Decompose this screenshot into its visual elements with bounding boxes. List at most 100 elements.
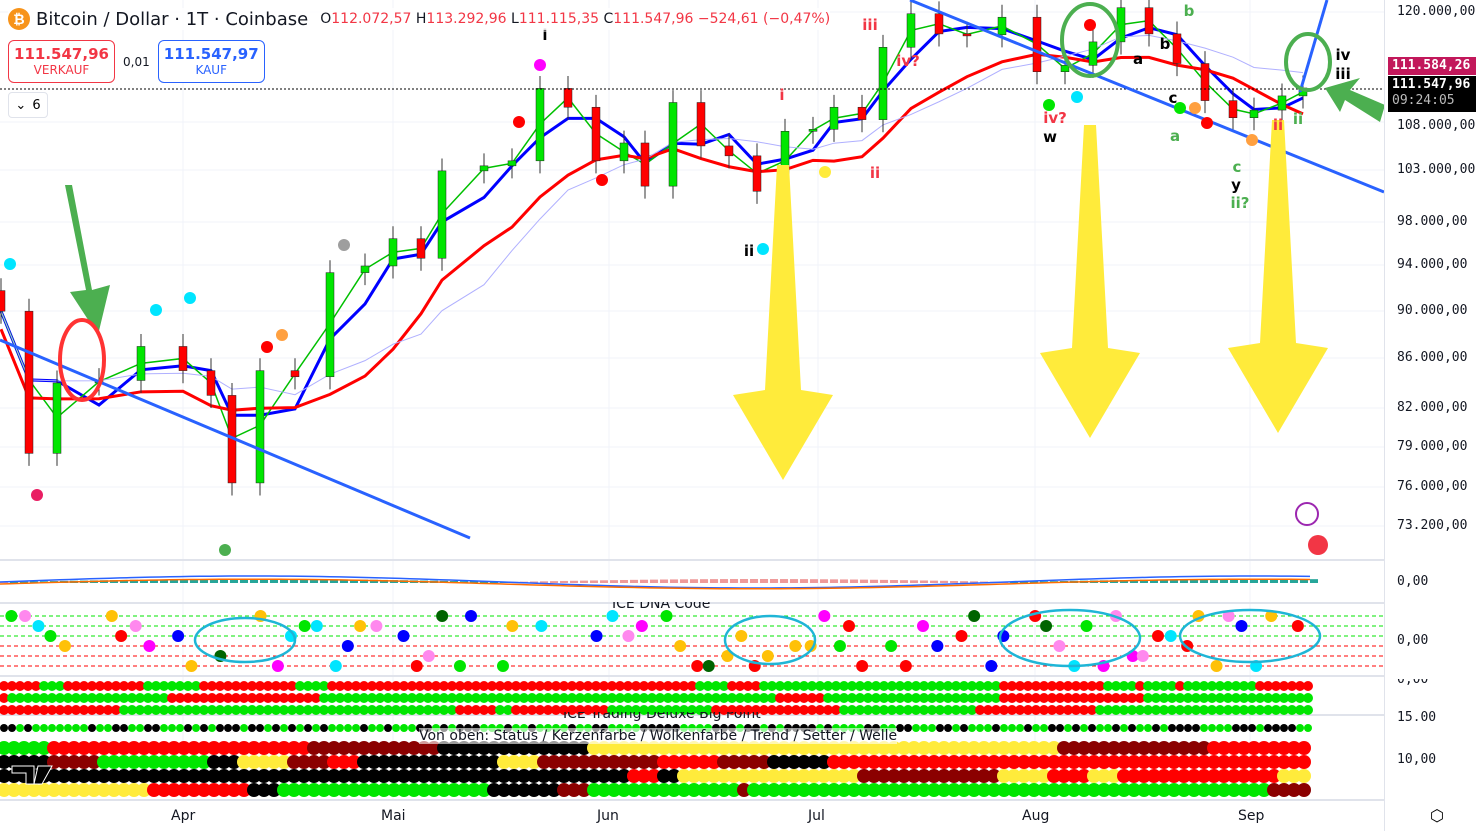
price-label: 79.000,00 — [1397, 439, 1468, 454]
bigpoint-dot — [197, 741, 211, 755]
settings-icon[interactable]: ⬡ — [1430, 806, 1444, 825]
pane-label: 10,00 — [1397, 752, 1437, 767]
status-dot — [23, 693, 33, 703]
status-dot — [623, 693, 633, 703]
status-dot — [831, 693, 841, 703]
bigpoint-dot — [1157, 769, 1171, 783]
status-dot — [511, 705, 521, 715]
bigpoint-dot — [457, 755, 471, 769]
symbol-title[interactable]: Bitcoin / Dollar · 1T · Coinbase — [36, 8, 309, 30]
bigpoint-dot — [37, 783, 51, 797]
bigpoint-dot — [1267, 755, 1281, 769]
candle — [255, 370, 265, 484]
candle — [0, 290, 6, 312]
bigpoint-dot — [517, 755, 531, 769]
dna-pane-title: ICE DNA Code — [612, 596, 711, 612]
status-dot — [895, 705, 905, 715]
status-dot — [119, 693, 129, 703]
bigpoint-dot — [497, 769, 511, 783]
status-dot — [471, 693, 481, 703]
dna-dot — [931, 640, 944, 652]
bigpoint-dot — [597, 783, 611, 797]
candle — [1200, 63, 1210, 101]
status-dot — [559, 681, 569, 691]
status-dot — [991, 681, 1001, 691]
status-dot — [735, 705, 745, 715]
bigpoint-dot — [447, 769, 461, 783]
status-dot — [263, 681, 273, 691]
bigpoint-dot — [747, 783, 761, 797]
dna-dot — [397, 630, 410, 642]
bigpoint-dot — [797, 755, 811, 769]
bigpoint-status-dot — [928, 724, 936, 732]
bigpoint-dot — [807, 755, 821, 769]
status-dot — [783, 681, 793, 691]
status-dot — [575, 705, 585, 715]
status-dot — [1175, 693, 1185, 703]
status-dot — [223, 681, 233, 691]
dna-dot — [1136, 650, 1149, 662]
bigpoint-dot — [1057, 741, 1071, 755]
bigpoint-dot — [117, 783, 131, 797]
sell-button[interactable]: 111.547,96 VERKAUF — [8, 40, 115, 83]
histogram-bar — [790, 579, 798, 583]
status-dot — [999, 693, 1009, 703]
tradingview-logo — [33, 765, 53, 785]
bigpoint-dot — [957, 755, 971, 769]
status-dot — [951, 693, 961, 703]
signal-dot — [1189, 102, 1201, 114]
bigpoint-status-dot — [1224, 724, 1232, 732]
status-dot — [279, 681, 289, 691]
bigpoint-status-dot — [1184, 724, 1192, 732]
indicators-toggle[interactable]: ⌄ 6 — [8, 92, 48, 118]
bigpoint-dot — [327, 783, 341, 797]
bigpoint-dot — [77, 755, 91, 769]
bigpoint-dot — [207, 741, 221, 755]
price-axis[interactable]: 120.000,00 108.000,00 103.000,00 98.000,… — [1384, 0, 1483, 831]
signal-dot — [1071, 91, 1083, 103]
bigpoint-dot — [527, 741, 541, 755]
bigpoint-dot — [587, 755, 601, 769]
status-dot — [855, 693, 865, 703]
bigpoint-dot — [27, 783, 41, 797]
bigpoint-dot — [997, 755, 1011, 769]
bigpoint-dot — [427, 741, 441, 755]
bigpoint-dot — [307, 755, 321, 769]
histogram-bar — [1280, 579, 1288, 583]
status-dot — [391, 705, 401, 715]
bigpoint-dot — [1107, 769, 1121, 783]
bigpoint-dot — [1207, 769, 1221, 783]
bigpoint-dot — [567, 741, 581, 755]
bigpoint-status-dot — [48, 724, 56, 732]
status-dot — [127, 705, 137, 715]
status-dot — [943, 693, 953, 703]
bigpoint-dot — [977, 783, 991, 797]
status-dot — [823, 693, 833, 703]
bigpoint-dot — [1007, 755, 1021, 769]
histogram-bar — [590, 580, 598, 583]
bigpoint-dot — [837, 741, 851, 755]
bigpoint-dot — [947, 783, 961, 797]
bigpoint-dot — [167, 783, 181, 797]
bigpoint-dot — [827, 769, 841, 783]
status-dot — [1015, 681, 1025, 691]
bigpoint-dot — [507, 755, 521, 769]
histogram-bar — [930, 580, 938, 583]
bigpoint-dot — [317, 769, 331, 783]
bigpoint-dot — [437, 783, 451, 797]
status-dot — [1143, 705, 1153, 715]
status-dot — [431, 681, 441, 691]
status-dot — [1031, 705, 1041, 715]
bigpoint-status-dot — [1080, 724, 1088, 732]
bigpoint-dot — [647, 755, 661, 769]
histogram-bar — [580, 580, 588, 583]
status-dot — [1111, 681, 1121, 691]
histogram-bar — [730, 579, 738, 583]
status-dot — [1207, 693, 1217, 703]
buy-button[interactable]: 111.547,97 KAUF — [157, 40, 265, 83]
bigpoint-dot — [1067, 769, 1081, 783]
status-dot — [1055, 681, 1065, 691]
bigpoint-dot — [487, 755, 501, 769]
bigpoint-status-dot — [1144, 724, 1152, 732]
